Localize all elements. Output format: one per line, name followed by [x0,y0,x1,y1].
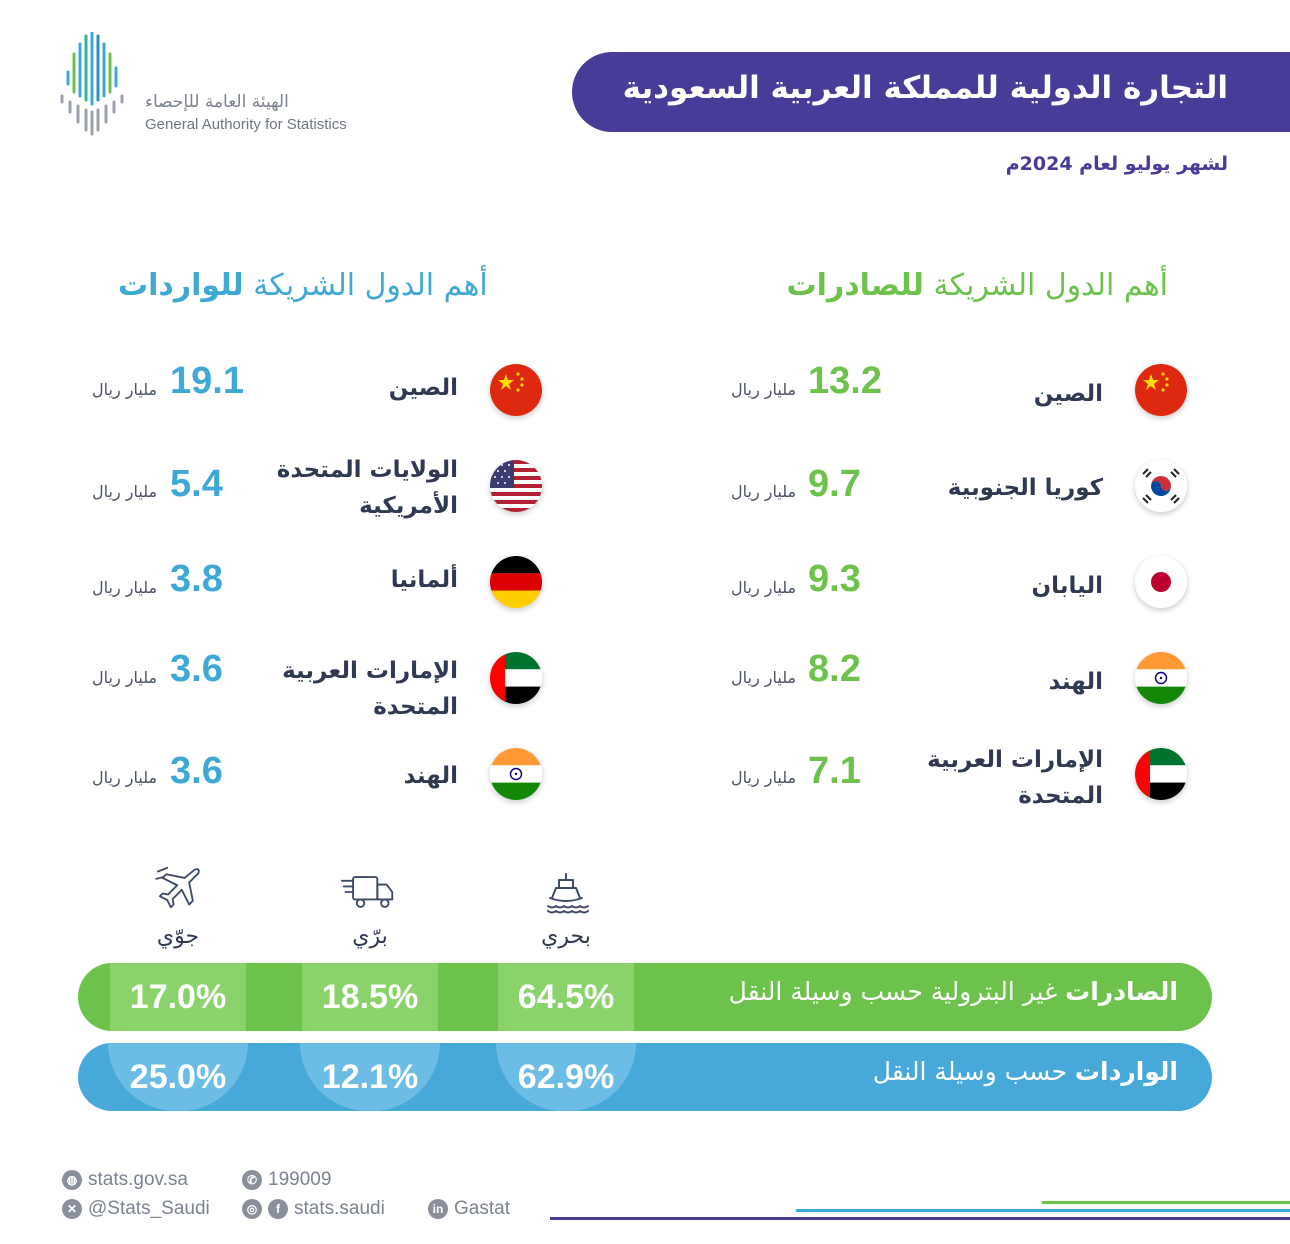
page-title: التجارة الدولية للمملكة العربية السعودية [622,70,1228,106]
imports-heading-prefix: أهم الدول الشريكة [253,268,488,303]
import-value: 3.6 [170,648,223,690]
facebook-icon: f [268,1199,288,1219]
japan-flag-icon [1135,556,1187,608]
import-country-name: الإمارات العربية المتحدة [282,658,458,720]
exports-bar-label-bold: الصادرات [1065,977,1178,1006]
instagram-icon: ◎ [242,1199,262,1219]
china-flag-icon [490,364,542,416]
footer-linkedin[interactable]: in Gastat [428,1198,510,1220]
import-country-name: الهند [403,763,458,789]
footer-blue-line [796,1209,1290,1212]
logo-arabic-name: الهيئة العامة للإحصاء [145,92,289,112]
gastat-logo-icon [60,32,124,136]
ship-icon [547,873,589,914]
south-korea-flag-icon [1135,460,1187,512]
phone-icon: ✆ [242,1170,262,1190]
exports-bar-label-rest: غير البترولية حسب وسيلة النقل [728,977,1058,1006]
export-unit: مليار ريال [731,578,797,597]
import-country-name: ألمانيا [390,567,458,593]
export-unit: مليار ريال [731,482,797,501]
export-country-name: الهند [1048,669,1103,695]
airplane-icon [155,866,200,909]
imports-air-share: 25.0% [108,1043,248,1111]
footer-linkedin-text: Gastat [454,1198,510,1219]
import-value: 19.1 [170,360,244,402]
export-value: 8.2 [808,648,861,690]
transport-land-label: برّي [352,924,388,949]
footer-phone-text: 199009 [268,1169,332,1190]
x-icon: ✕ [62,1199,82,1219]
page-subtitle: لشهر يوليو لعام 2024م [1005,153,1228,175]
export-value: 9.3 [808,558,861,600]
usa-flag-icon [490,460,542,512]
import-value: 5.4 [170,463,223,505]
export-unit: مليار ريال [731,380,797,399]
exports-heading-emphasis: للصادرات [786,268,924,303]
exports-transport-bar: 64.5% 18.5% 17.0% الصادرات غير البترولية… [78,963,1212,1031]
export-country-name: اليابان [1031,573,1103,599]
exports-heading-prefix: أهم الدول الشريكة [933,268,1169,303]
exports-heading: أهم الدول الشريكة للصادرات [787,268,1168,303]
china-flag-icon [1135,364,1187,416]
import-country-name: الولايات المتحدة الأمريكية [276,457,458,519]
export-unit: مليار ريال [731,668,797,687]
imports-land-share: 12.1% [300,1043,440,1111]
imports-bar-label-bold: الواردات [1074,1057,1178,1086]
footer-website-text: stats.gov.sa [88,1169,188,1190]
germany-flag-icon [490,556,542,608]
export-unit: مليار ريال [731,768,797,787]
export-value: 13.2 [808,360,882,402]
uae-flag-icon [1135,748,1187,800]
import-unit: مليار ريال [92,578,158,597]
import-value: 3.8 [170,558,223,600]
imports-sea-share: 62.9% [496,1043,636,1111]
footer-website[interactable]: ◍ stats.gov.sa [62,1169,188,1191]
imports-heading: أهم الدول الشريكة للواردات [118,268,488,303]
import-unit: مليار ريال [92,482,158,501]
import-country-name: الصين [388,375,458,401]
transport-air-label: جوّي [156,924,200,949]
imports-bar-label-rest: حسب وسيلة النقل [872,1057,1067,1086]
imports-heading-emphasis: للواردات [118,268,244,303]
export-country-name: الصين [1033,381,1103,407]
exports-sea-share: 64.5% [498,963,634,1031]
imports-bar-label: الواردات حسب وسيلة النقل [873,1057,1178,1086]
footer-x-text: @Stats_Saudi [88,1198,210,1219]
export-country-name: الإمارات العربية المتحدة [927,747,1103,809]
imports-transport-bar: 62.9% 12.1% 25.0% الواردات حسب وسيلة الن… [78,1043,1212,1111]
transport-sea-label: بحري [541,924,591,949]
logo-english-name: General Authority for Statistics [145,116,347,133]
footer-x[interactable]: ✕ @Stats_Saudi [62,1198,210,1220]
exports-bar-label: الصادرات غير البترولية حسب وسيلة النقل [729,977,1178,1006]
truck-icon [340,876,394,908]
export-value: 9.7 [808,463,861,505]
india-flag-icon [1135,652,1187,704]
footer-purple-line [550,1217,1290,1220]
footer-social[interactable]: ◎ f stats.saudi [242,1198,385,1220]
exports-land-share: 18.5% [302,963,438,1031]
india-flag-icon [490,748,542,800]
import-unit: مليار ريال [92,768,158,787]
globe-icon: ◍ [62,1170,82,1190]
title-banner [572,52,1290,132]
footer-phone[interactable]: ✆ 199009 [242,1169,331,1191]
import-unit: مليار ريال [92,668,158,687]
import-value: 3.6 [170,750,223,792]
import-unit: مليار ريال [92,380,158,399]
linkedin-icon: in [428,1199,448,1219]
uae-flag-icon [490,652,542,704]
footer-green-line [1042,1201,1290,1204]
footer-social-text: stats.saudi [294,1198,385,1219]
exports-air-share: 17.0% [110,963,246,1031]
export-country-name: كوريا الجنوبية [947,475,1103,501]
export-value: 7.1 [808,750,861,792]
